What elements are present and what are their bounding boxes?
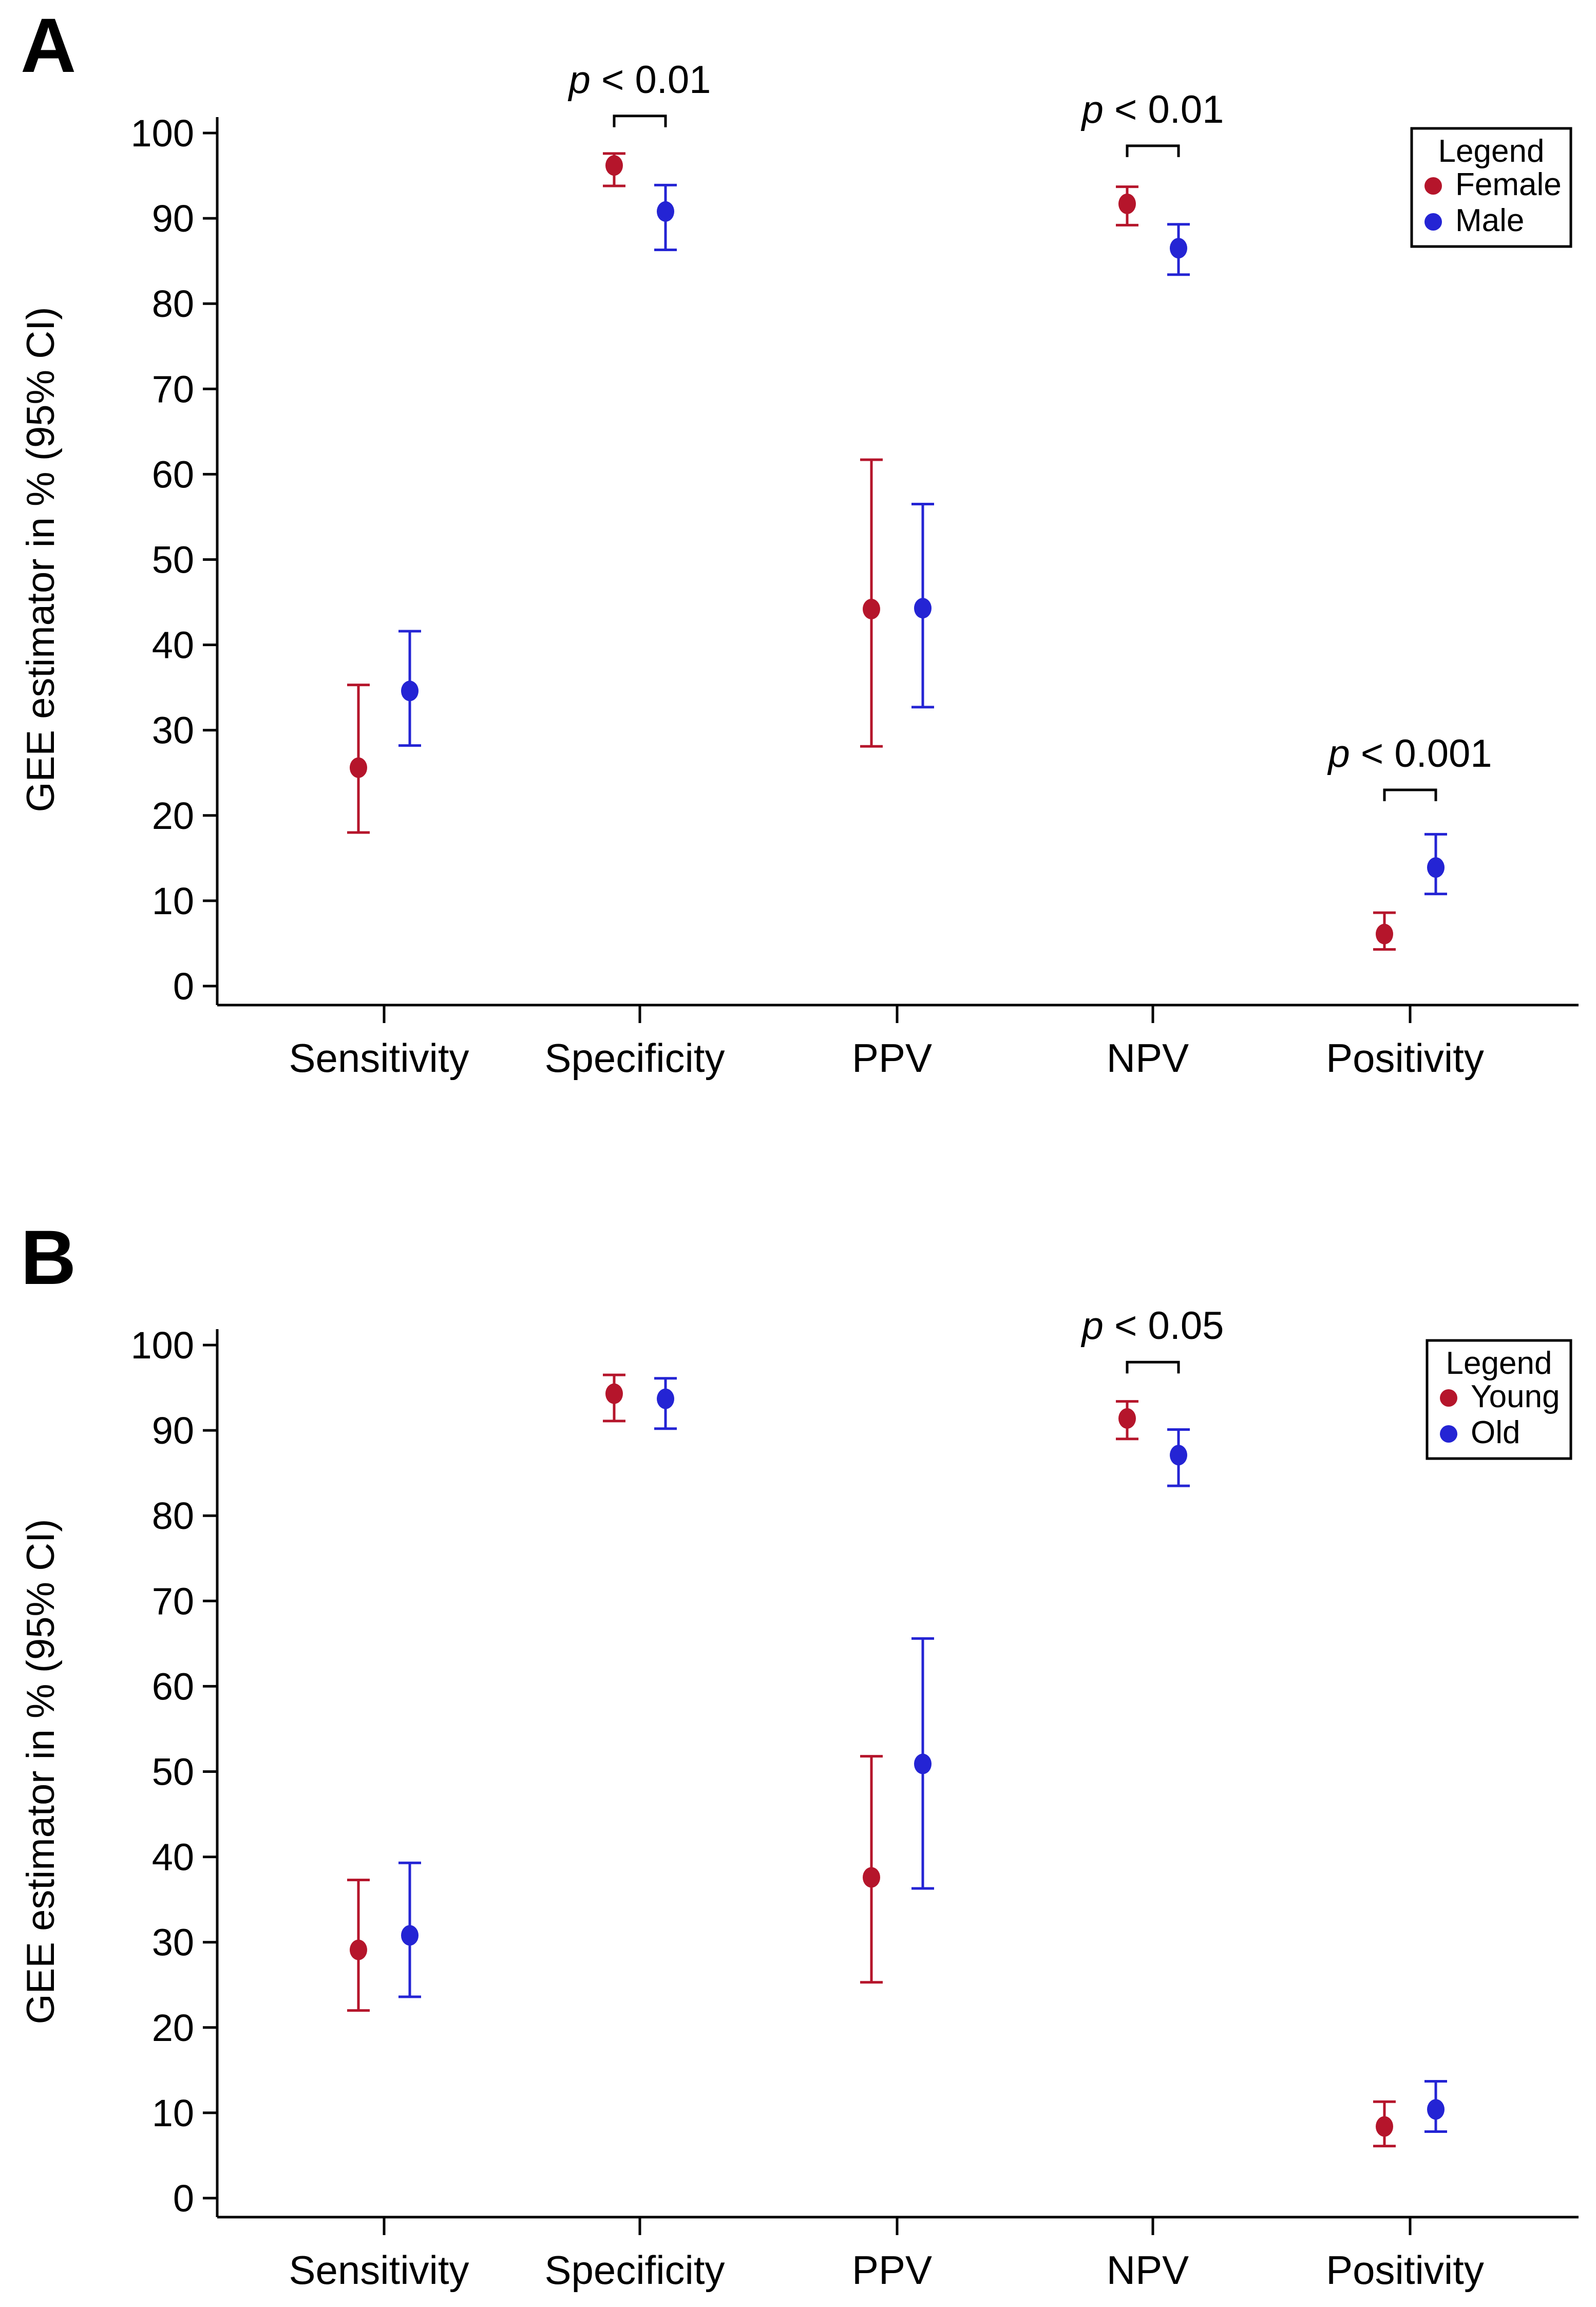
- p-symbol: p: [1081, 88, 1104, 131]
- x-tick-label: PPV: [852, 2247, 932, 2293]
- significance-bracket: [1126, 144, 1180, 157]
- y-tick-label: 70: [152, 1580, 194, 1622]
- series-female: [347, 152, 1396, 951]
- y-tick-label: 100: [131, 1324, 194, 1367]
- data-point: [605, 1383, 623, 1404]
- data-point: [657, 201, 674, 222]
- y-tick-label: 0: [173, 965, 194, 1008]
- p-value-text: < 0.001: [1350, 732, 1492, 776]
- y-tick-label: 90: [152, 197, 194, 240]
- x-tick-label: Sensitivity: [289, 1035, 469, 1081]
- y-tick-label: 0: [173, 2177, 194, 2220]
- y-tick-label: 60: [152, 453, 194, 496]
- data-point: [401, 1925, 419, 1946]
- legend-marker: [1440, 1425, 1457, 1443]
- panel-label: B: [21, 1214, 76, 1300]
- legend-marker: [1424, 177, 1442, 195]
- y-tick-label: 50: [152, 539, 194, 581]
- significance-bracket: [1126, 1360, 1180, 1374]
- y-tick-label: 80: [152, 1495, 194, 1537]
- legend-label: Female: [1455, 167, 1562, 202]
- data-point: [605, 155, 623, 176]
- data-point: [863, 1867, 880, 1888]
- data-point: [1427, 857, 1445, 878]
- y-axis-label: GEE estimator in % (95% CI): [19, 1519, 63, 2024]
- panel-label: A: [21, 2, 76, 88]
- series-young: [347, 1373, 1396, 2148]
- data-point: [1118, 1408, 1136, 1429]
- legend-marker: [1424, 213, 1442, 231]
- data-point: [1170, 238, 1187, 259]
- x-tick-label: Positivity: [1326, 2247, 1484, 2293]
- series-old: [398, 1377, 1447, 2133]
- p-value-annotation: p < 0.01: [568, 58, 711, 102]
- y-tick-label: 60: [152, 1665, 194, 1708]
- p-symbol: p: [568, 58, 591, 102]
- y-tick-label: 50: [152, 1751, 194, 1793]
- significance-bracket: [1383, 788, 1437, 801]
- p-symbol: p: [1081, 1304, 1104, 1348]
- y-tick-label: 20: [152, 795, 194, 837]
- legend-title: Legend: [1446, 1346, 1552, 1381]
- y-tick-label: 10: [152, 2092, 194, 2134]
- series-male: [398, 183, 1447, 896]
- y-tick-label: 10: [152, 880, 194, 922]
- data-point: [914, 598, 932, 619]
- data-point: [863, 598, 880, 619]
- legend-label: Young: [1471, 1379, 1560, 1414]
- x-tick-label: Specificity: [544, 2247, 725, 2293]
- y-tick-label: 40: [152, 1836, 194, 1879]
- p-value-annotation: p < 0.05: [1081, 1304, 1224, 1348]
- y-tick-label: 70: [152, 368, 194, 410]
- data-point: [914, 1753, 932, 1774]
- y-tick-label: 80: [152, 282, 194, 325]
- x-tick-label: Positivity: [1326, 1035, 1484, 1081]
- legend-marker: [1440, 1389, 1457, 1407]
- y-tick-label: 40: [152, 624, 194, 667]
- data-point: [1170, 1445, 1187, 1466]
- data-point: [1376, 923, 1393, 944]
- panel-b: B 0 10 20 30 40 50 60 70 80 90 100 GEE estimator in …: [19, 1214, 1579, 2293]
- data-point: [401, 680, 419, 702]
- significance-bracket: [613, 115, 667, 127]
- data-point: [350, 757, 367, 778]
- legend-title: Legend: [1438, 134, 1545, 169]
- x-tick-label: NPV: [1107, 2247, 1189, 2293]
- p-value-annotation: p < 0.001: [1327, 732, 1492, 776]
- data-point: [1118, 193, 1136, 214]
- p-value-text: < 0.01: [1104, 88, 1224, 131]
- y-tick-label: 30: [152, 1921, 194, 1964]
- p-value-annotation: p < 0.01: [1081, 88, 1224, 131]
- x-tick-label: PPV: [852, 1035, 932, 1081]
- p-value-text: < 0.05: [1104, 1304, 1224, 1348]
- y-tick-label: 30: [152, 709, 194, 752]
- x-tick-label: NPV: [1107, 1035, 1189, 1081]
- data-point: [657, 1388, 674, 1409]
- y-tick-label: 100: [131, 112, 194, 155]
- data-point: [1427, 2099, 1445, 2120]
- data-point: [1376, 2116, 1393, 2137]
- y-tick-label: 90: [152, 1409, 194, 1452]
- x-tick-label: Sensitivity: [289, 2247, 469, 2293]
- data-point: [350, 1939, 367, 1960]
- y-tick-label: 20: [152, 2007, 194, 2049]
- p-symbol: p: [1327, 732, 1350, 776]
- panel-a: A 0 10 20 30 40 50 60 70 80 90 100 GEE estimator in …: [19, 2, 1579, 1081]
- x-tick-label: Specificity: [544, 1035, 725, 1081]
- legend-label: Old: [1471, 1415, 1520, 1450]
- p-value-text: < 0.01: [591, 58, 711, 102]
- y-axis-label: GEE estimator in % (95% CI): [19, 307, 63, 812]
- legend-label: Male: [1455, 203, 1524, 238]
